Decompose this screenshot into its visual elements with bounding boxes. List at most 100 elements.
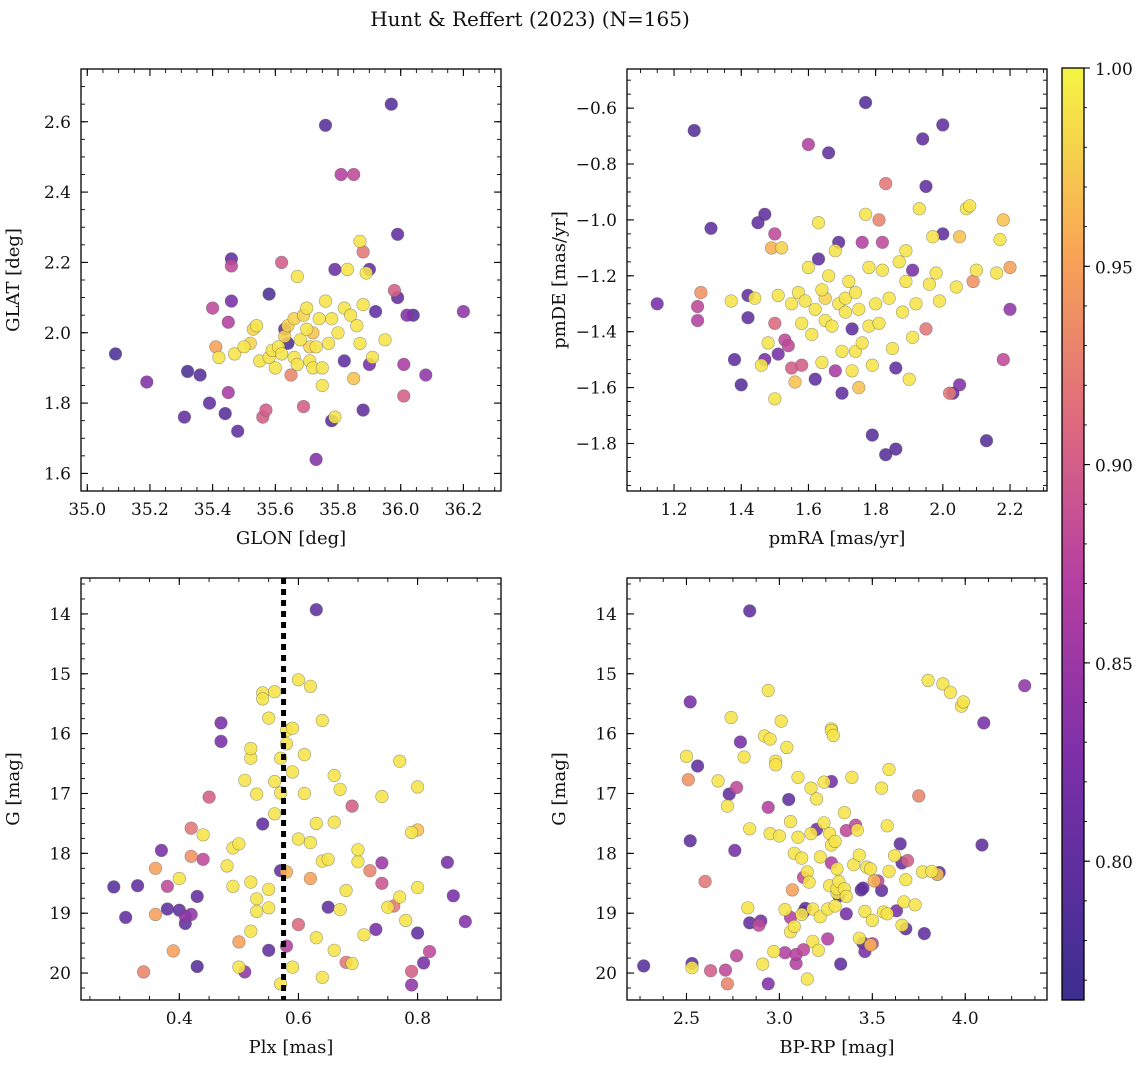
plot-frame [626, 577, 1048, 1001]
data-point [801, 137, 816, 152]
data-point [729, 949, 744, 963]
data-point [353, 336, 367, 350]
data-point [315, 361, 329, 375]
data-point [916, 132, 930, 146]
data-point [291, 832, 306, 846]
data-point [285, 765, 300, 779]
data-point [838, 305, 853, 319]
y-axis-label: pmDE [mas/yr] [549, 211, 570, 349]
data-point [811, 943, 826, 957]
x-axis-label: BP-RP [mag] [779, 1037, 894, 1058]
y-tick-label: 16 [49, 725, 71, 745]
colorbar-gradient [1061, 67, 1085, 1001]
data-point [811, 252, 826, 266]
data-point [411, 880, 425, 895]
data-point [787, 919, 801, 934]
data-point [333, 782, 347, 796]
data-point [872, 213, 886, 227]
data-point [919, 179, 933, 193]
colorbar-tick-label: 0.85 [1095, 655, 1133, 675]
data-point [244, 924, 258, 938]
data-point [391, 227, 405, 241]
x-tick-label: 3.5 [859, 1009, 886, 1029]
y-tick-label: 18 [595, 844, 617, 864]
data-point [119, 910, 133, 925]
y-tick-label: −1.8 [576, 434, 617, 454]
x-tick-label: 1.6 [795, 500, 822, 520]
data-point [315, 970, 329, 984]
data-point [397, 389, 411, 403]
x-tick-label: 35.6 [256, 500, 294, 520]
data-point [259, 403, 273, 417]
data-point [685, 961, 699, 975]
data-point [347, 371, 361, 386]
data-point [952, 230, 967, 244]
y-tick-label: 2.6 [44, 113, 71, 133]
data-point [393, 890, 407, 904]
data-point [800, 972, 814, 986]
data-point [788, 375, 802, 389]
data-point [728, 843, 742, 858]
data-point [290, 269, 304, 284]
data-point [737, 750, 751, 764]
data-point [375, 789, 389, 804]
data-point [193, 368, 207, 382]
data-point [815, 283, 829, 297]
data-point [291, 673, 306, 687]
data-point [975, 838, 989, 852]
data-point [791, 770, 805, 784]
data-point [190, 889, 204, 904]
data-point [768, 227, 782, 241]
data-point [943, 685, 958, 699]
plot-frame [80, 68, 502, 492]
data-point [963, 199, 977, 213]
data-point [290, 357, 304, 372]
data-point [405, 825, 419, 840]
colorbar: 0.80 0.85 0.90 0.95 1.00 [1061, 60, 1133, 1001]
data-point [772, 829, 787, 843]
data-point [262, 711, 276, 725]
x-tick-label: 1.8 [862, 500, 889, 520]
data-point [825, 319, 839, 333]
data-point [181, 364, 195, 379]
x-axis-label: pmRA [mas/yr] [769, 528, 906, 549]
x-tick-label: 36.2 [444, 500, 482, 520]
data-point [956, 695, 971, 709]
data-point [908, 898, 922, 912]
data-point [172, 871, 186, 886]
data-point [830, 862, 844, 876]
x-axis-label: Plx [mas] [249, 1037, 334, 1058]
data-point [262, 287, 276, 301]
data-point [284, 368, 298, 382]
data-point [724, 710, 738, 725]
data-point [856, 881, 870, 895]
data-point [858, 207, 873, 221]
data-point [232, 960, 246, 974]
data-point [902, 372, 916, 386]
x-axis-label: GLON [deg] [236, 528, 346, 549]
data-point [828, 899, 842, 913]
data-point [184, 821, 198, 835]
data-point [148, 907, 163, 922]
data-point [952, 378, 967, 392]
data-point [763, 732, 777, 746]
data-point [250, 904, 264, 919]
data-point [250, 892, 264, 906]
data-point [690, 299, 705, 314]
data-point [309, 452, 323, 467]
x-tick-label: 35.0 [68, 500, 106, 520]
data-point [202, 790, 216, 804]
data-point [782, 792, 796, 807]
data-point [249, 319, 264, 333]
data-point [771, 347, 785, 361]
data-point [909, 297, 923, 311]
data-point [837, 805, 852, 820]
data-point [238, 773, 252, 787]
data-point [804, 826, 818, 841]
y-tick-label: −1.6 [576, 379, 617, 399]
data-point [318, 294, 333, 308]
data-point [328, 262, 342, 277]
data-point [912, 789, 926, 803]
data-point [275, 347, 289, 361]
data-point [882, 291, 896, 305]
